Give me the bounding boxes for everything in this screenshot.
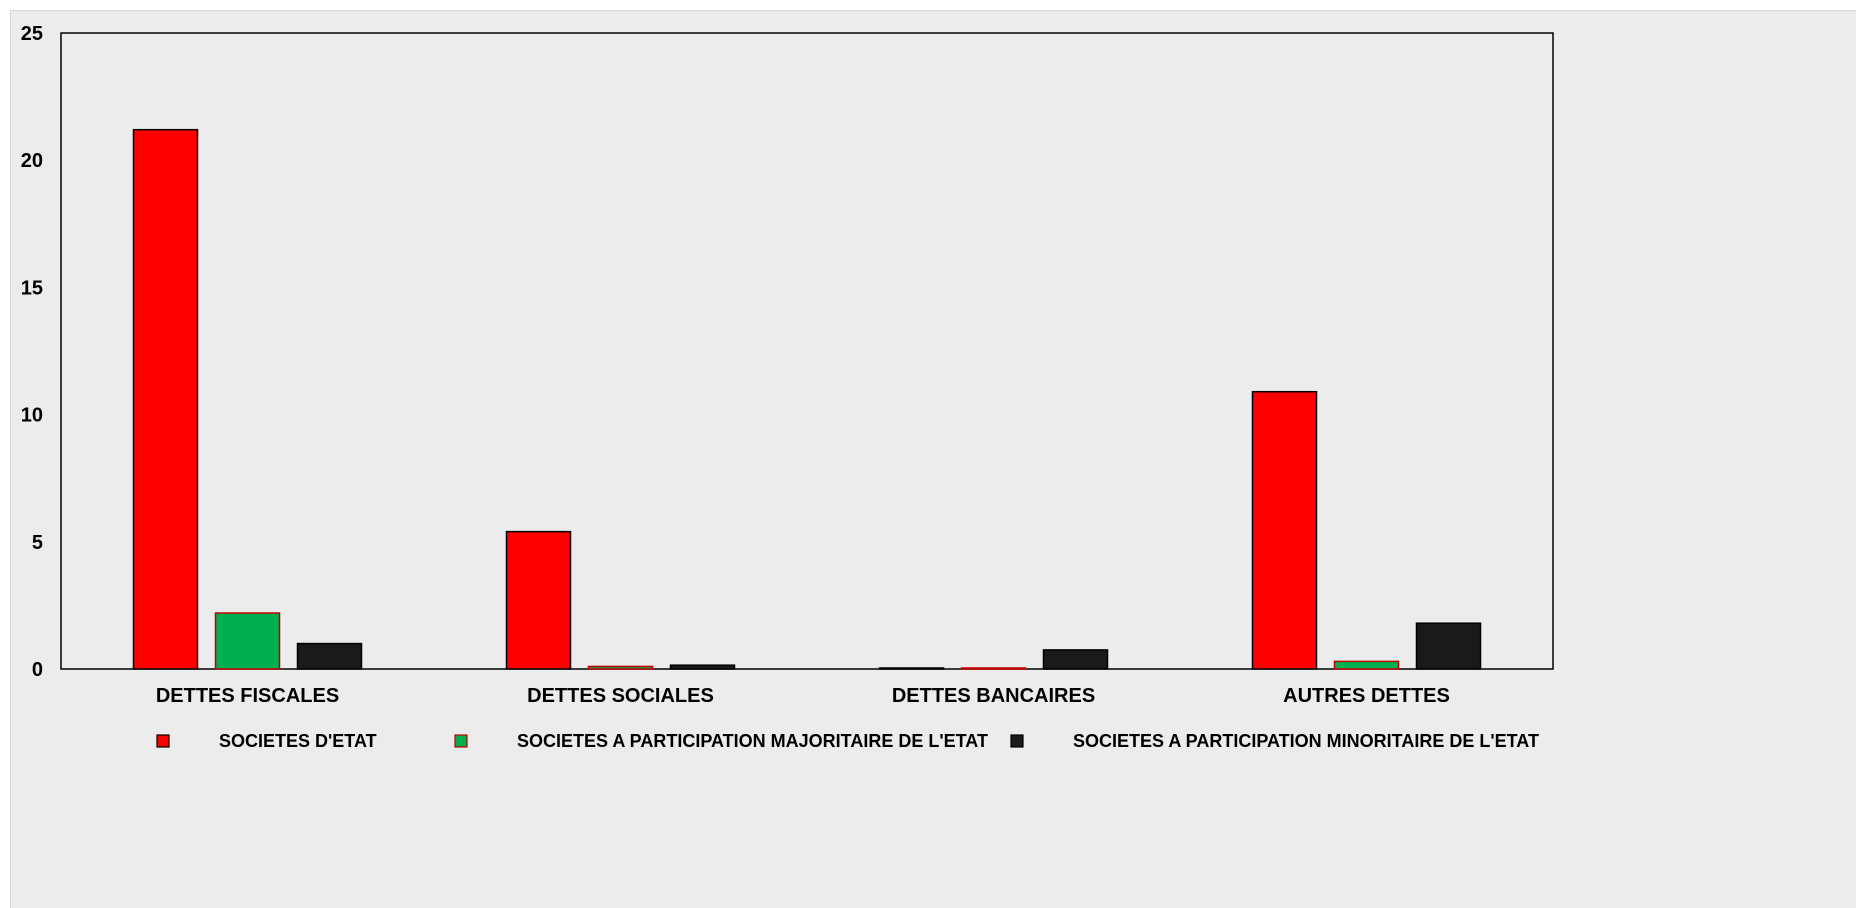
- bar: [1333, 660, 1400, 670]
- plot-frame: [60, 32, 1554, 670]
- legend-swatch: [156, 734, 170, 748]
- chart-area: 0 5 10 15 20 25 DETTES FISCALES DETTES SOCIALE…: [10, 10, 1856, 908]
- bar: [132, 128, 199, 670]
- y-tick-label: 5: [32, 532, 43, 554]
- legend-swatch: [454, 734, 468, 748]
- x-axis-labels: DETTES FISCALES DETTES SOCIALES DETTES BAN…: [156, 685, 1450, 707]
- category-label: DETTES FISCALES: [156, 685, 339, 707]
- bar-chart: 0 5 10 15 20 25 DETTES FISCALES DETTES SOCIALE…: [21, 23, 1554, 751]
- category-label: DETTES BANCAIRES: [892, 685, 1095, 707]
- legend-label: SOCIETES A PARTICIPATION MAJORITAIRE DE …: [517, 731, 988, 751]
- legend-swatch: [1010, 734, 1024, 748]
- bars: [132, 128, 1482, 670]
- category-label: DETTES SOCIALES: [527, 685, 714, 707]
- bar: [214, 612, 281, 670]
- category-label: AUTRES DETTES: [1283, 685, 1450, 707]
- y-tick-label: 25: [21, 23, 43, 45]
- bar: [296, 642, 363, 670]
- bar: [505, 530, 572, 670]
- bar: [1415, 622, 1482, 670]
- bar: [960, 667, 1027, 670]
- y-tick-label: 20: [21, 150, 43, 172]
- legend: SOCIETES D'ETAT SOCIETES A PARTICIPATION …: [156, 731, 1539, 751]
- bar: [1042, 649, 1109, 670]
- legend-label: SOCIETES D'ETAT: [219, 731, 377, 751]
- bar: [878, 667, 945, 670]
- bar: [1251, 390, 1318, 670]
- y-tick-label: 0: [32, 659, 43, 681]
- legend-label: SOCIETES A PARTICIPATION MINORITAIRE DE …: [1073, 731, 1539, 751]
- bar: [587, 665, 654, 670]
- y-axis-ticks: 0 5 10 15 20 25: [21, 23, 43, 681]
- y-tick-label: 15: [21, 277, 43, 299]
- bar: [669, 664, 736, 670]
- y-tick-label: 10: [21, 405, 43, 427]
